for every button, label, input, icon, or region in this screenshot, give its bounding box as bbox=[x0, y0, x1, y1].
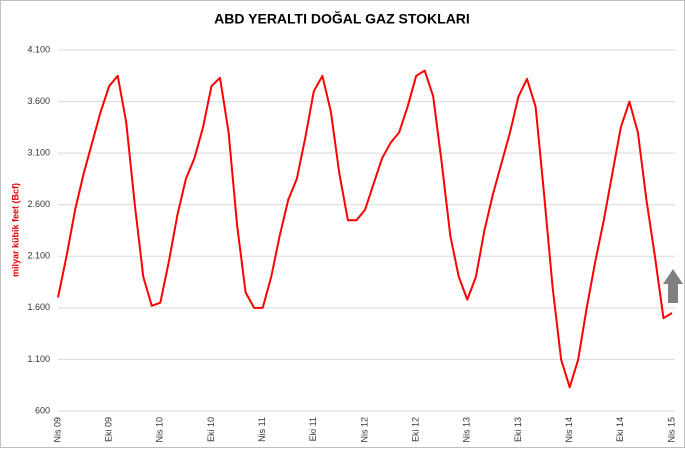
x-tick-label: Nis 15 bbox=[666, 417, 676, 443]
y-tick-label: 2.600 bbox=[27, 199, 50, 209]
x-tick-label: Eki 09 bbox=[104, 417, 114, 442]
x-tick-label: Nis 10 bbox=[155, 417, 165, 443]
y-tick-label: 3.600 bbox=[27, 96, 50, 106]
y-tick-label: 2.100 bbox=[27, 251, 50, 261]
x-tick-label: Nis 09 bbox=[52, 417, 62, 443]
x-tick-label: Eki 10 bbox=[206, 417, 216, 442]
y-tick-label: 4.100 bbox=[27, 44, 50, 54]
y-tick-label: 600 bbox=[35, 405, 50, 415]
chart-title: ABD YERALTI DOĞAL GAZ STOKLARI bbox=[214, 10, 470, 27]
x-tick-label: Eki 14 bbox=[615, 417, 625, 442]
x-tick-label: Nis 12 bbox=[359, 417, 369, 443]
x-tick-label: Nis 13 bbox=[462, 417, 472, 443]
y-axis-title: milyar kübik feet (Bcf) bbox=[10, 183, 20, 277]
x-tick-label: Nis 14 bbox=[564, 417, 574, 443]
y-tick-label: 3.100 bbox=[27, 148, 50, 158]
x-tick-label: Eki 13 bbox=[513, 417, 523, 442]
y-tick-label: 1.100 bbox=[27, 354, 50, 364]
series-line bbox=[57, 69, 673, 389]
up-arrow bbox=[663, 269, 683, 303]
x-tick-label: Eki 11 bbox=[308, 417, 318, 441]
x-tick-label: Nis 11 bbox=[257, 417, 267, 442]
x-tick-label: Eki 12 bbox=[411, 417, 421, 442]
y-tick-label: 1.600 bbox=[27, 302, 50, 312]
